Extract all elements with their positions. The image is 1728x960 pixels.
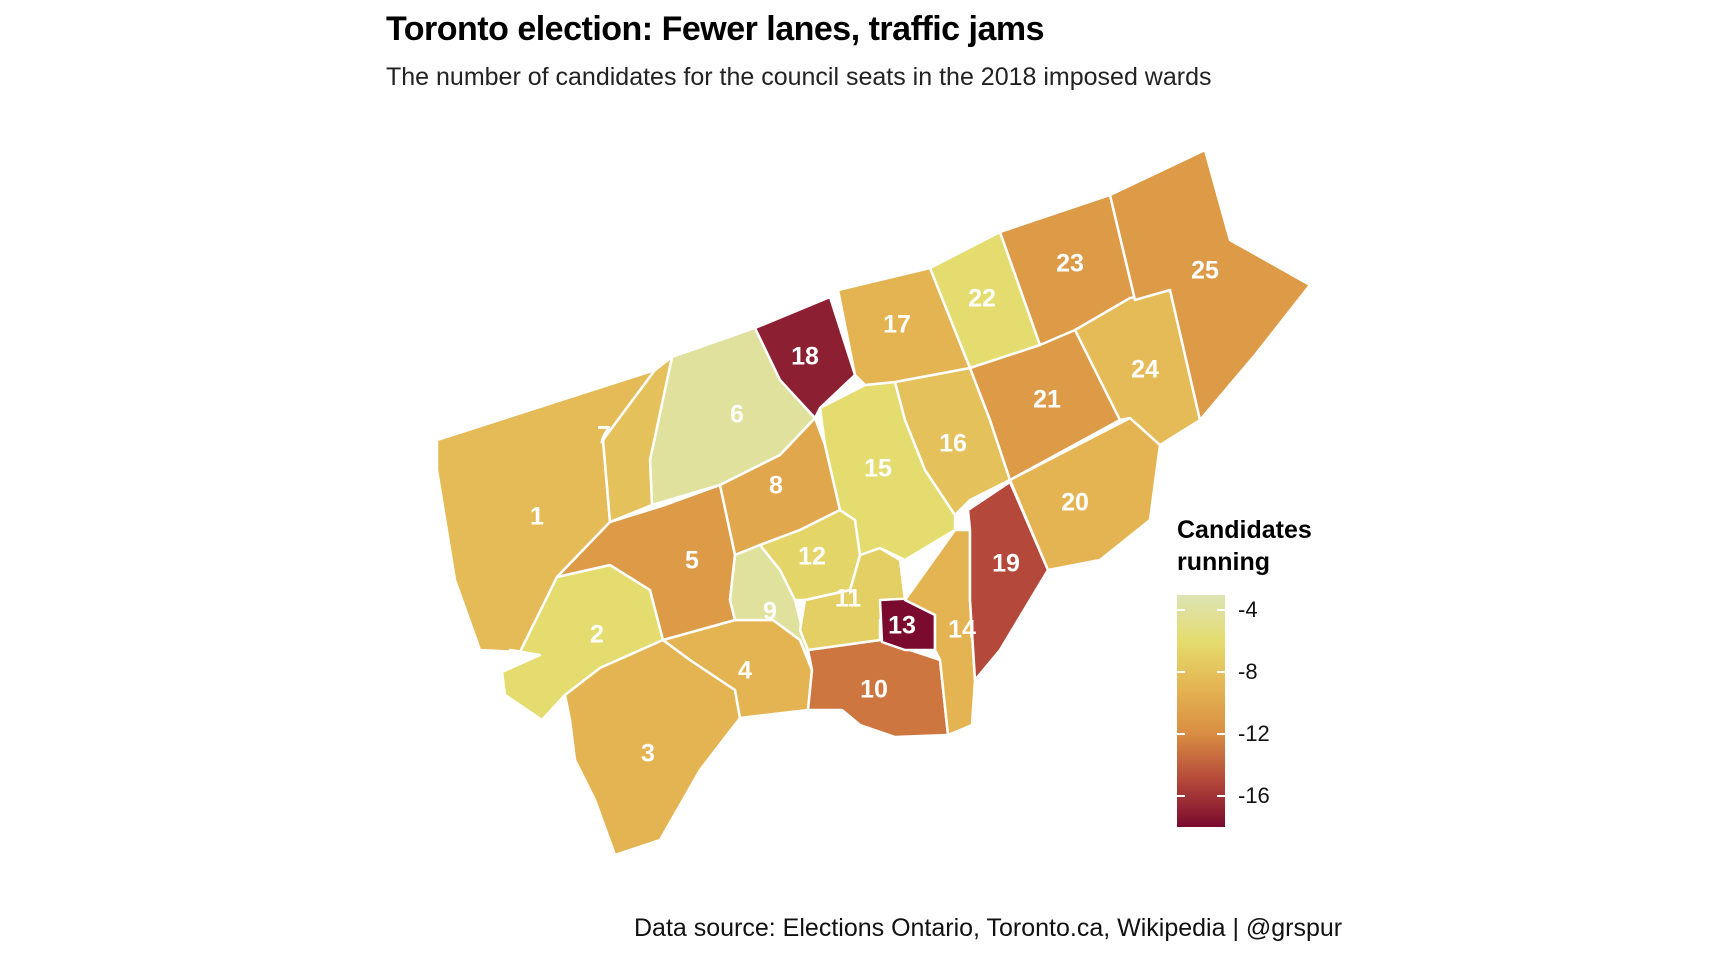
ward-2-label: 2: [590, 621, 604, 649]
ward-21-label: 21: [1033, 386, 1061, 414]
ward-20-label: 20: [1061, 489, 1089, 517]
ward-17-label: 17: [883, 311, 911, 339]
chart-caption: Data source: Elections Ontario, Toronto.…: [634, 914, 1343, 942]
chart-subtitle: The number of candidates for the council…: [386, 63, 1212, 91]
ward-25-region: [1108, 148, 1312, 422]
wards-layer: [435, 148, 1312, 857]
ward-14-label: 14: [948, 616, 976, 644]
ward-22-label: 22: [968, 285, 996, 313]
chart-title: Toronto election: Fewer lanes, traffic j…: [386, 10, 1045, 48]
ward-15-label: 15: [864, 455, 892, 483]
ward-11-label: 11: [835, 585, 862, 613]
ward-18-label: 18: [791, 343, 819, 371]
legend-tick-label: -4: [1238, 597, 1258, 623]
legend-tick-label: -16: [1238, 783, 1270, 809]
ward-19-label: 19: [992, 550, 1020, 578]
ward-18-region: [753, 295, 857, 420]
legend-tick-mark: [1177, 795, 1185, 798]
legend-tick-mark: [1177, 671, 1185, 674]
ward-5-label: 5: [685, 547, 699, 575]
ward-9-label: 9: [763, 598, 777, 626]
ward-12-label: 12: [798, 543, 826, 571]
ward-25-label: 25: [1191, 257, 1219, 285]
ward-14-region: [903, 528, 977, 737]
ward-6-label: 6: [730, 401, 744, 429]
ward-8-label: 8: [769, 472, 783, 500]
legend-tick-mark: [1217, 795, 1225, 798]
ward-7-region: [601, 355, 674, 524]
ward-10-label: 10: [860, 676, 888, 704]
legend-tick-mark: [1177, 609, 1185, 612]
legend-tick-mark: [1217, 671, 1225, 674]
ward-13-label: 13: [888, 612, 916, 640]
ward-1-label: 1: [530, 503, 544, 531]
legend-tick-mark: [1217, 733, 1225, 736]
ward-24-label: 24: [1131, 356, 1159, 384]
ward-12-region: [758, 508, 862, 602]
legend-tick-mark: [1217, 609, 1225, 612]
ward-4-label: 4: [738, 657, 752, 685]
legend-tick-mark: [1177, 733, 1185, 736]
legend-color-bar: [1177, 595, 1225, 827]
ward-3-label: 3: [641, 740, 655, 768]
legend-tick-label: -8: [1238, 659, 1258, 685]
ward-7-label: 7: [597, 422, 611, 450]
legend-title: Candidates running: [1177, 516, 1312, 576]
ward-16-label: 16: [939, 430, 967, 458]
ward-23-label: 23: [1056, 250, 1084, 278]
legend-tick-label: -12: [1238, 721, 1270, 747]
